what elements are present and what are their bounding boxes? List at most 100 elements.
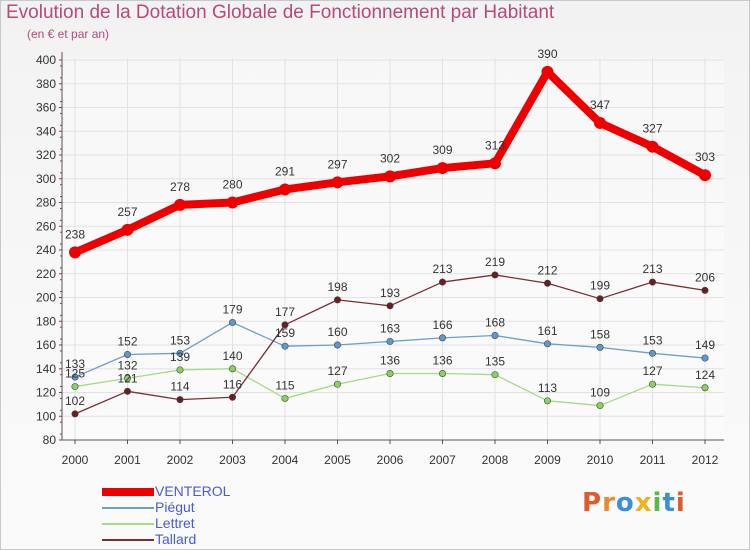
x-tick-label: 2009: [534, 453, 561, 467]
logo-letter: i: [652, 488, 663, 518]
legend-label-piegut: Piégut: [155, 499, 195, 515]
data-point-piegut: [386, 337, 394, 345]
data-point-venterol: [699, 169, 711, 182]
data-label-venterol: 303: [695, 150, 715, 164]
legend-item-piegut: Piégut: [100, 499, 320, 516]
logo-letter: t: [662, 488, 676, 518]
y-tick-label: 300: [36, 172, 56, 186]
x-tick-label: 2005: [324, 453, 351, 467]
data-point-tallard: [701, 286, 709, 294]
legend-swatch-piegut: [102, 507, 154, 509]
data-label-piegut: 133: [65, 357, 85, 371]
legend-item-venterol: VENTEROL: [100, 483, 320, 500]
data-label-piegut: 159: [275, 326, 295, 340]
data-label-piegut: 152: [117, 335, 137, 349]
y-tick-label: 200: [36, 291, 56, 305]
data-label-tallard: 213: [642, 262, 662, 276]
data-point-piegut: [71, 373, 79, 381]
data-label-tallard: 199: [590, 279, 610, 293]
legend-swatch-lettret: [102, 523, 154, 525]
data-point-venterol: [541, 65, 554, 78]
data-point-piegut: [596, 343, 604, 351]
x-tick-label: 2010: [587, 453, 614, 467]
data-point-lettret: [333, 380, 341, 388]
y-tick-label: 380: [36, 77, 56, 91]
legend-label-lettret: Lettret: [155, 515, 195, 531]
data-point-piegut: [701, 354, 709, 362]
data-point-lettret: [124, 374, 132, 382]
x-tick-label: 2011: [640, 453, 666, 467]
y-tick-label: 100: [36, 409, 56, 423]
data-label-lettret: 124: [695, 368, 715, 382]
data-label-venterol: 327: [642, 122, 662, 136]
data-point-tallard: [596, 295, 604, 303]
data-label-piegut: 160: [327, 325, 347, 339]
data-point-lettret: [596, 402, 604, 410]
data-label-lettret: 139: [170, 350, 190, 364]
data-label-tallard: 114: [170, 380, 189, 394]
data-label-piegut: 153: [170, 333, 190, 347]
y-tick-label: 180: [36, 314, 56, 328]
x-tick-label: 2004: [272, 453, 299, 467]
data-point-lettret: [386, 369, 394, 377]
y-tick-label: 360: [36, 101, 56, 115]
data-point-tallard: [386, 302, 394, 310]
data-label-tallard: 212: [537, 263, 557, 277]
data-point-venterol: [279, 183, 291, 196]
data-point-lettret: [176, 366, 184, 374]
data-point-piegut: [333, 341, 341, 349]
data-point-tallard: [648, 278, 656, 286]
legend-swatch-tallard: [102, 539, 154, 541]
data-point-tallard: [543, 279, 551, 287]
x-tick-label: 2001: [114, 453, 141, 467]
data-point-lettret: [71, 383, 79, 391]
data-label-lettret: 136: [432, 354, 452, 368]
data-label-venterol: 313: [485, 138, 505, 152]
legend-label-tallard: Tallard: [155, 531, 197, 547]
data-label-venterol: 309: [432, 143, 452, 157]
data-label-tallard: 206: [695, 270, 715, 284]
data-point-piegut: [229, 318, 237, 326]
y-tick-label: 320: [36, 148, 56, 162]
data-label-piegut: 161: [537, 324, 557, 338]
logo-letter: P: [582, 488, 603, 518]
data-point-piegut: [648, 349, 656, 357]
data-label-venterol: 291: [275, 164, 295, 178]
data-label-tallard: 102: [65, 394, 85, 408]
data-point-venterol: [436, 162, 449, 175]
legend-item-lettret: Lettret: [100, 515, 320, 532]
logo-letter: i: [675, 488, 686, 518]
data-point-piegut: [491, 331, 499, 339]
data-label-lettret: 125: [65, 367, 85, 381]
data-point-lettret: [701, 384, 709, 392]
data-label-lettret: 115: [275, 378, 294, 392]
x-tick-label: 2012: [692, 453, 719, 467]
logo-letter: x: [634, 488, 653, 518]
data-label-piegut: 153: [642, 333, 662, 347]
data-label-tallard: 198: [327, 280, 347, 294]
data-label-venterol: 257: [117, 205, 137, 219]
data-point-tallard: [438, 278, 446, 286]
data-point-venterol: [594, 116, 606, 129]
chart-title: Evolution de la Dotation Globale de Fonc…: [6, 2, 555, 23]
y-tick-label: 120: [36, 386, 56, 400]
data-point-venterol: [384, 170, 396, 183]
data-point-venterol: [69, 246, 81, 259]
x-tick-label: 2007: [429, 453, 456, 467]
x-tick-label: 2006: [377, 453, 404, 467]
data-point-venterol: [174, 198, 186, 211]
data-point-tallard: [229, 393, 237, 401]
data-label-venterol: 347: [590, 98, 610, 112]
logo-letter: r: [602, 488, 616, 518]
data-label-piegut: 179: [222, 302, 242, 316]
data-label-tallard: 193: [380, 286, 400, 300]
data-point-tallard: [491, 271, 499, 279]
data-label-piegut: 168: [485, 316, 505, 330]
data-label-piegut: 166: [432, 318, 452, 332]
data-point-tallard: [71, 410, 79, 418]
logo-letter: o: [615, 488, 635, 518]
data-label-venterol: 297: [327, 157, 347, 171]
y-tick-label: 80: [43, 433, 57, 447]
